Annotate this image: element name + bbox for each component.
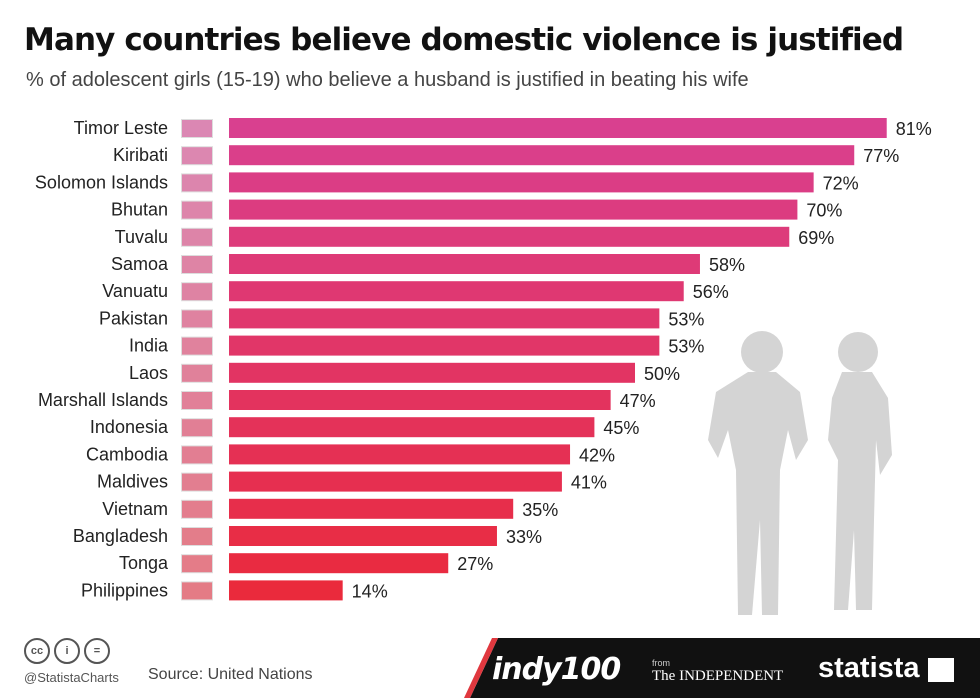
bar bbox=[229, 308, 660, 329]
footer: cc i = @StatistaCharts Source: United Na… bbox=[0, 630, 980, 698]
pakistan-flag-icon bbox=[181, 309, 213, 329]
value-label: 56% bbox=[693, 282, 729, 302]
statista-mark-icon bbox=[928, 658, 954, 682]
bar bbox=[229, 553, 449, 574]
category-label: Indonesia bbox=[90, 417, 169, 437]
bar-chart: Timor Leste 81% Kiribati 77% Solomon Islands… bbox=[35, 118, 932, 615]
value-label: 70% bbox=[806, 201, 842, 221]
bar bbox=[229, 118, 887, 138]
maldives-flag-icon bbox=[181, 472, 213, 492]
marshall-islands-flag-icon bbox=[181, 391, 213, 410]
category-label: Maldives bbox=[97, 472, 168, 492]
category-label: Timor Leste bbox=[74, 118, 168, 138]
category-label: India bbox=[129, 336, 169, 356]
category-label: Tonga bbox=[119, 553, 169, 573]
bar bbox=[229, 444, 571, 465]
vanuatu-flag-icon bbox=[181, 282, 213, 302]
footer-background bbox=[0, 630, 980, 698]
bangladesh-flag-icon bbox=[181, 527, 213, 546]
samoa-flag-icon bbox=[181, 255, 213, 274]
value-label: 33% bbox=[506, 527, 542, 547]
bar bbox=[229, 335, 660, 356]
value-label: 58% bbox=[709, 255, 745, 275]
laos-flag-icon bbox=[181, 363, 213, 383]
bar bbox=[229, 417, 595, 438]
category-label: Cambodia bbox=[86, 444, 169, 464]
category-label: Philippines bbox=[81, 580, 168, 600]
chart-title: Many countries believe domestic violence… bbox=[24, 22, 904, 58]
bar bbox=[229, 580, 343, 601]
value-label: 47% bbox=[620, 391, 656, 411]
category-label: Samoa bbox=[111, 254, 169, 274]
cc-icon: cc bbox=[24, 638, 50, 664]
value-label: 81% bbox=[896, 119, 932, 139]
statista-handle[interactable]: @StatistaCharts bbox=[24, 670, 119, 685]
tuvalu-flag-icon bbox=[181, 227, 213, 247]
timor-leste-flag-icon bbox=[181, 119, 213, 138]
bar bbox=[229, 145, 855, 166]
value-label: 35% bbox=[522, 500, 558, 520]
bhutan-flag-icon bbox=[181, 200, 213, 220]
cambodia-flag-icon bbox=[181, 445, 213, 465]
attribution-icon: i bbox=[54, 638, 80, 664]
philippines-flag-icon bbox=[181, 581, 213, 601]
bar bbox=[229, 226, 790, 247]
value-label: 50% bbox=[644, 364, 680, 384]
bar bbox=[229, 172, 814, 193]
tonga-flag-icon bbox=[181, 554, 213, 574]
category-label: Laos bbox=[129, 363, 168, 383]
value-label: 27% bbox=[457, 554, 493, 574]
value-label: 42% bbox=[579, 445, 615, 465]
bar bbox=[229, 254, 700, 274]
category-label: Bhutan bbox=[111, 200, 168, 220]
kiribati-flag-icon bbox=[181, 146, 213, 166]
category-label: Vanuatu bbox=[102, 281, 168, 301]
solomon-islands-flag-icon bbox=[181, 173, 213, 193]
bar bbox=[229, 498, 514, 519]
independent-logo[interactable]: The INDEPENDENT bbox=[652, 668, 784, 684]
bar bbox=[229, 199, 798, 220]
value-label: 69% bbox=[798, 228, 834, 248]
value-label: 14% bbox=[352, 581, 388, 601]
indy100-logo[interactable]: indy100 bbox=[492, 652, 621, 687]
category-label: Pakistan bbox=[99, 308, 168, 328]
value-label: 72% bbox=[823, 173, 859, 193]
value-label: 77% bbox=[863, 146, 899, 166]
category-label: Bangladesh bbox=[73, 526, 168, 546]
vietnam-flag-icon bbox=[181, 499, 213, 519]
category-label: Tuvalu bbox=[115, 227, 168, 247]
license-icons: cc i = bbox=[24, 638, 110, 664]
category-label: Kiribati bbox=[113, 145, 168, 165]
value-label: 41% bbox=[571, 473, 607, 493]
no-derivatives-icon: = bbox=[84, 638, 110, 664]
source-text: Source: United Nations bbox=[148, 666, 313, 683]
bar bbox=[229, 281, 684, 302]
value-label: 45% bbox=[603, 418, 639, 438]
chart-subtitle: % of adolescent girls (15-19) who believ… bbox=[26, 69, 749, 91]
category-label: Solomon Islands bbox=[35, 172, 168, 192]
bar bbox=[229, 526, 497, 546]
bar bbox=[229, 471, 562, 492]
indonesia-flag-icon bbox=[181, 418, 213, 438]
statista-logo[interactable]: statista bbox=[818, 652, 920, 684]
bar bbox=[229, 362, 635, 383]
from-label: from bbox=[652, 658, 670, 668]
value-label: 53% bbox=[668, 309, 704, 329]
people-silhouette-icon bbox=[708, 331, 892, 615]
india-flag-icon bbox=[181, 336, 213, 356]
bar bbox=[229, 390, 611, 410]
value-label: 53% bbox=[668, 337, 704, 357]
category-label: Vietnam bbox=[102, 499, 168, 519]
category-label: Marshall Islands bbox=[38, 390, 168, 410]
